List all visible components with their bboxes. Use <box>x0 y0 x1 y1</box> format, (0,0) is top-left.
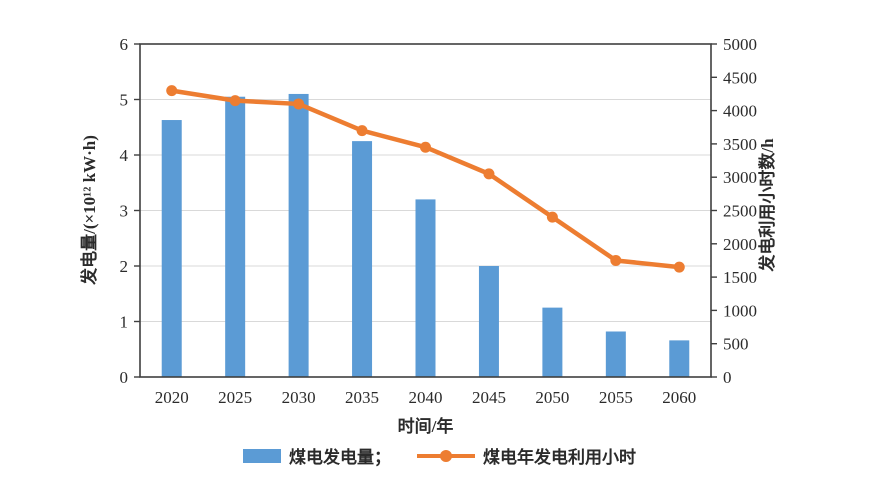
bar-2040 <box>415 199 436 377</box>
right-axis-tick-label: 4500 <box>723 68 757 87</box>
line-marker-2030 <box>293 98 305 110</box>
right-axis-tick-label: 500 <box>723 335 749 354</box>
bar-2025 <box>225 96 246 377</box>
line-marker-2055 <box>610 254 622 266</box>
bar-2055 <box>605 331 626 377</box>
right-axis-tick-label: 1000 <box>723 301 757 320</box>
line-marker-2040 <box>420 141 431 153</box>
bar-2050 <box>542 307 563 377</box>
right-axis-tick-label: 1500 <box>723 268 757 287</box>
line-marker-2060 <box>673 261 685 273</box>
x-tick-label-2050: 2050 <box>535 388 569 407</box>
x-tick-label-2040: 2040 <box>409 388 443 407</box>
bar-2060 <box>669 340 690 377</box>
right-axis-tick-label: 4000 <box>723 102 757 121</box>
right-axis-title: 发电利用小时数/h <box>758 138 777 272</box>
line-swatch-marker-icon <box>440 449 452 462</box>
left-axis-title: 发电量/(×10¹² kW·h) <box>80 135 99 285</box>
x-tick-label-2025: 2025 <box>218 388 252 407</box>
line-marker-2025 <box>229 95 241 107</box>
bar-2030 <box>288 93 309 377</box>
right-axis-tick-label: 0 <box>723 368 732 387</box>
bar-2045 <box>478 266 499 377</box>
legend-line-label: 煤电年发电利用小时 <box>483 448 636 467</box>
left-axis-tick-label: 4 <box>120 146 129 165</box>
line-marker-2035 <box>356 125 368 137</box>
bar-series-swatch <box>243 448 281 463</box>
left-axis-tick-label: 6 <box>120 35 129 54</box>
legend-item-utilization-hours: 煤电年发电利用小时 <box>417 443 636 468</box>
bar-2020 <box>161 120 182 377</box>
line-marker-2020 <box>166 85 178 97</box>
left-axis-tick-label: 5 <box>120 91 129 110</box>
left-axis-tick-label: 2 <box>120 257 129 276</box>
right-axis-tick-label: 2500 <box>723 202 757 221</box>
left-axis-tick-label: 1 <box>120 313 129 332</box>
left-axis-tick-label: 0 <box>120 368 129 387</box>
line-marker-2050 <box>546 211 558 223</box>
x-tick-label-2035: 2035 <box>345 388 379 407</box>
legend-item-generation: 煤电发电量； <box>243 443 391 468</box>
legend: 煤电发电量； 煤电年发电利用小时 <box>0 443 879 468</box>
x-tick-label-2020: 2020 <box>155 388 189 407</box>
right-axis-tick-label: 5000 <box>723 35 757 54</box>
legend-bar-label: 煤电发电量； <box>289 448 391 467</box>
right-axis-tick-label: 3500 <box>723 135 757 154</box>
x-tick-label-2055: 2055 <box>599 388 633 407</box>
line-series-swatch <box>417 449 475 462</box>
x-tick-label-2060: 2060 <box>662 388 696 407</box>
x-tick-label-2045: 2045 <box>472 388 506 407</box>
line-marker-2045 <box>483 168 495 180</box>
left-axis-tick-label: 3 <box>120 202 129 221</box>
x-axis-title: 时间/年 <box>397 417 454 436</box>
x-tick-label-2030: 2030 <box>282 388 316 407</box>
bar-2035 <box>352 141 373 377</box>
right-axis-tick-label: 2000 <box>723 235 757 254</box>
right-axis-tick-label: 3000 <box>723 168 757 187</box>
